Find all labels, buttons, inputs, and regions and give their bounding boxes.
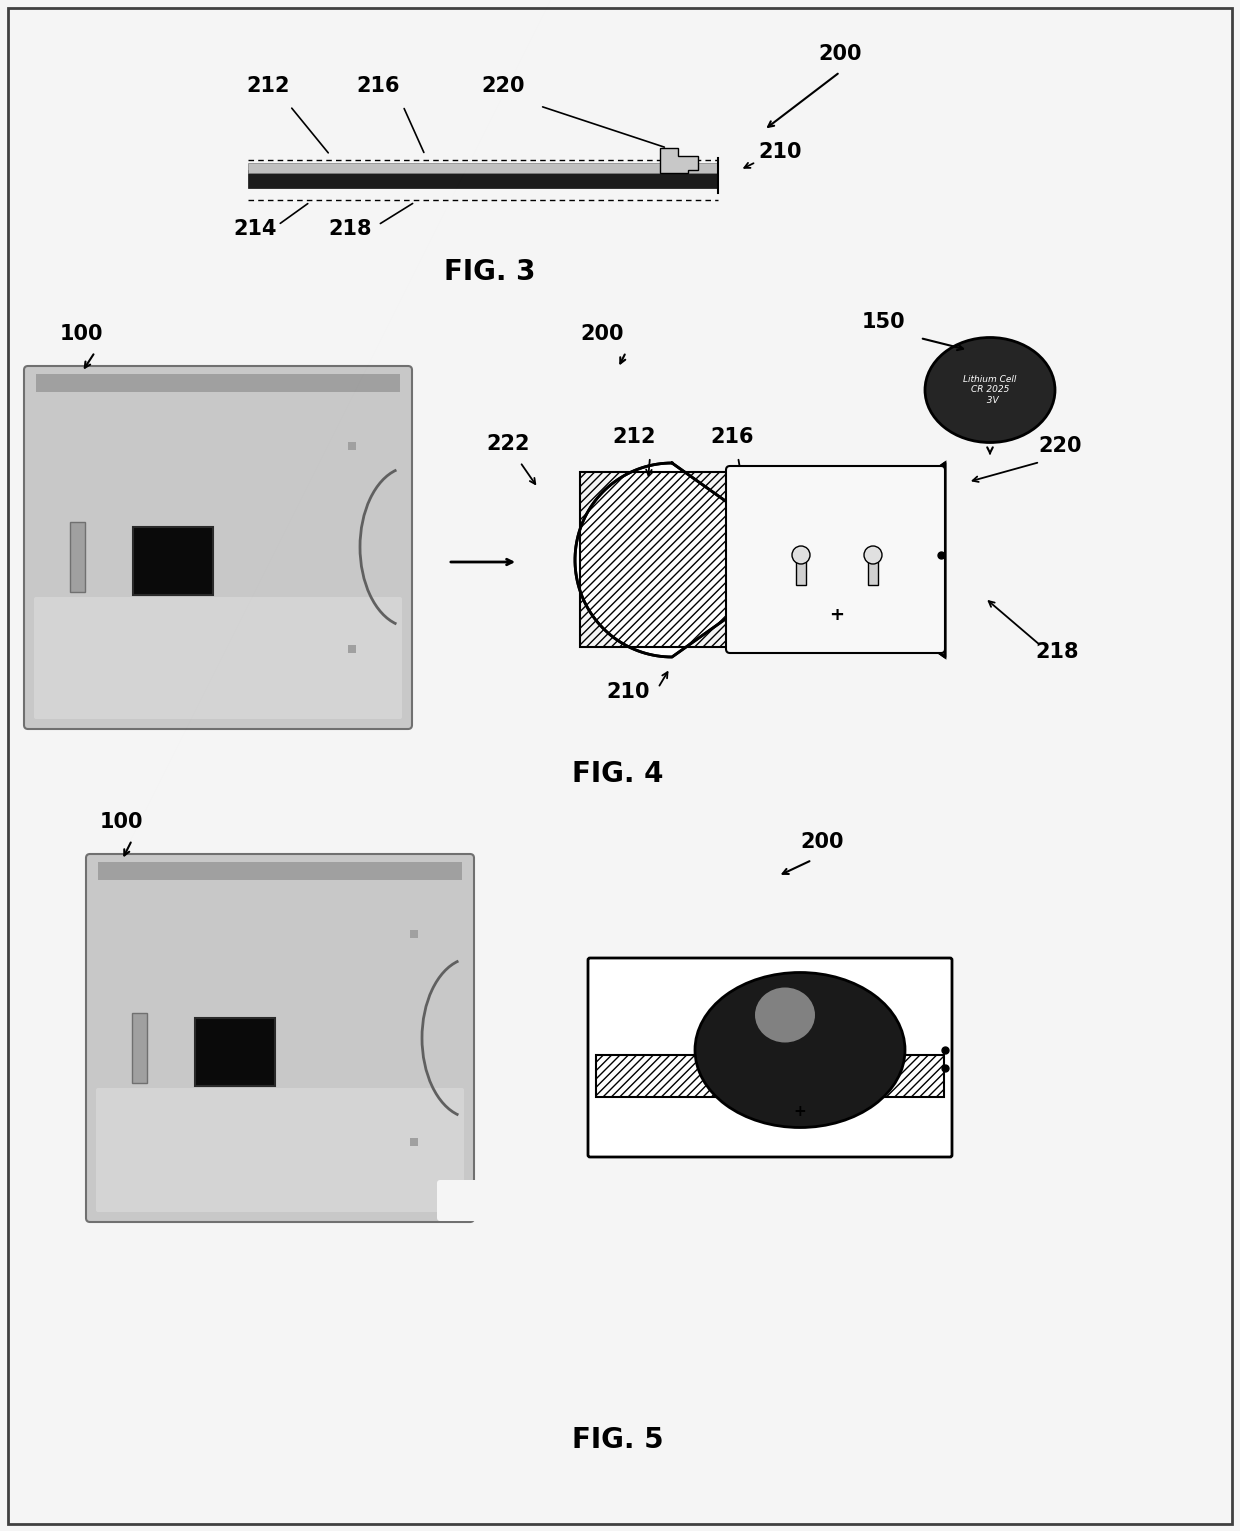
Polygon shape: [660, 149, 698, 173]
Text: 220: 220: [481, 77, 525, 96]
Text: FIG. 4: FIG. 4: [572, 759, 663, 788]
Bar: [195, 1018, 275, 1085]
Ellipse shape: [792, 547, 810, 563]
Bar: [868, 550, 878, 585]
Text: FIG. 5: FIG. 5: [572, 1425, 663, 1454]
Bar: [410, 929, 418, 939]
Bar: [348, 645, 356, 654]
Bar: [796, 550, 806, 585]
Ellipse shape: [755, 987, 815, 1043]
Text: 212: 212: [613, 427, 656, 447]
Ellipse shape: [864, 547, 882, 563]
Bar: [348, 442, 356, 450]
FancyBboxPatch shape: [436, 1180, 484, 1222]
Text: 218: 218: [329, 219, 372, 239]
Text: 100: 100: [60, 325, 103, 344]
FancyBboxPatch shape: [33, 597, 402, 720]
Text: 210: 210: [606, 681, 650, 703]
Text: 212: 212: [247, 77, 290, 96]
Text: 220: 220: [1038, 436, 1081, 456]
FancyBboxPatch shape: [725, 465, 945, 654]
FancyBboxPatch shape: [86, 854, 474, 1222]
Bar: [131, 1014, 148, 1082]
Ellipse shape: [925, 337, 1055, 442]
Bar: [248, 170, 718, 188]
Text: 214: 214: [233, 219, 277, 239]
Text: 200: 200: [818, 44, 862, 64]
Text: 100: 100: [100, 811, 144, 831]
Text: 222: 222: [486, 433, 529, 455]
Bar: [69, 522, 86, 592]
Bar: [98, 862, 463, 880]
Text: +: +: [830, 606, 844, 625]
Text: 150: 150: [862, 312, 905, 332]
Text: Lithium Cell
CR 2025
  3V: Lithium Cell CR 2025 3V: [963, 375, 1017, 404]
Text: FIG. 3: FIG. 3: [444, 259, 536, 286]
Bar: [580, 472, 730, 648]
Text: 200: 200: [580, 325, 624, 344]
FancyBboxPatch shape: [588, 958, 952, 1157]
Text: 210: 210: [758, 142, 801, 162]
Ellipse shape: [694, 972, 905, 1127]
Polygon shape: [575, 462, 945, 657]
Bar: [248, 162, 718, 173]
Bar: [410, 1138, 418, 1147]
Text: 216: 216: [711, 427, 754, 447]
Bar: [596, 1055, 944, 1098]
Bar: [133, 527, 213, 596]
FancyBboxPatch shape: [24, 366, 412, 729]
FancyBboxPatch shape: [95, 1089, 464, 1213]
Text: 218: 218: [1035, 641, 1079, 661]
Text: +: +: [794, 1104, 806, 1119]
Text: 216: 216: [356, 77, 399, 96]
Bar: [36, 374, 401, 392]
Text: 200: 200: [800, 831, 843, 851]
